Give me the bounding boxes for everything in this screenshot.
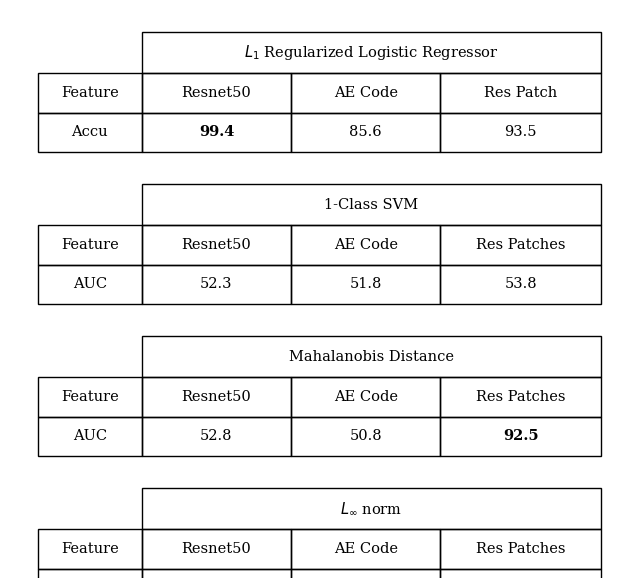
Bar (38, 265, 141, 304)
Text: Feature: Feature (61, 542, 118, 556)
Bar (141, 417, 291, 456)
Bar (38, 73, 141, 113)
Bar (141, 113, 291, 152)
Bar (141, 225, 291, 265)
Text: 85.6: 85.6 (349, 125, 382, 139)
Text: AUC: AUC (73, 429, 107, 443)
Text: 99.4: 99.4 (198, 125, 234, 139)
Bar (441, 377, 601, 417)
Text: 1-Class SVM: 1-Class SVM (324, 198, 418, 212)
Bar (38, 569, 141, 578)
Text: Feature: Feature (61, 238, 118, 252)
Text: $L_1$ Regularized Logistic Regressor: $L_1$ Regularized Logistic Regressor (244, 43, 499, 62)
Bar (141, 336, 601, 377)
Bar (441, 529, 601, 569)
Text: 93.5: 93.5 (505, 125, 537, 139)
Bar (38, 225, 141, 265)
Bar (441, 265, 601, 304)
Text: Res Patches: Res Patches (476, 542, 565, 556)
Bar (38, 377, 141, 417)
Bar (291, 569, 440, 578)
Text: Res Patches: Res Patches (476, 390, 565, 404)
Bar (291, 529, 440, 569)
Bar (441, 417, 601, 456)
Bar (141, 569, 291, 578)
Bar (141, 184, 601, 225)
Text: Resnet50: Resnet50 (182, 542, 251, 556)
Bar (441, 73, 601, 113)
Text: AUC: AUC (73, 277, 107, 291)
Bar (441, 113, 601, 152)
Text: 52.3: 52.3 (200, 277, 233, 291)
Text: 50.8: 50.8 (349, 429, 382, 443)
Bar (441, 569, 601, 578)
Text: Resnet50: Resnet50 (182, 390, 251, 404)
Text: Accu: Accu (71, 125, 108, 139)
Text: AE Code: AE Code (334, 390, 398, 404)
Bar (141, 73, 291, 113)
Bar (38, 417, 141, 456)
Bar (38, 529, 141, 569)
Text: 92.5: 92.5 (503, 429, 538, 443)
Text: 52.8: 52.8 (200, 429, 233, 443)
Bar (291, 225, 440, 265)
Bar (291, 73, 440, 113)
Bar (141, 32, 601, 73)
Text: Mahalanobis Distance: Mahalanobis Distance (289, 350, 454, 364)
Text: 51.8: 51.8 (349, 277, 382, 291)
Text: Feature: Feature (61, 86, 118, 100)
Text: AE Code: AE Code (334, 238, 398, 252)
Text: Resnet50: Resnet50 (182, 238, 251, 252)
Bar (38, 113, 141, 152)
Bar (141, 377, 291, 417)
Bar (291, 377, 440, 417)
Bar (141, 529, 291, 569)
Bar (141, 265, 291, 304)
Bar (441, 225, 601, 265)
Text: AE Code: AE Code (334, 542, 398, 556)
Text: Feature: Feature (61, 390, 118, 404)
Text: Res Patches: Res Patches (476, 238, 565, 252)
Text: Resnet50: Resnet50 (182, 86, 251, 100)
Bar (291, 113, 440, 152)
Text: Res Patch: Res Patch (484, 86, 557, 100)
Bar (141, 488, 601, 529)
Text: $L_\infty$ norm: $L_\infty$ norm (340, 501, 403, 517)
Bar (291, 265, 440, 304)
Text: 53.8: 53.8 (505, 277, 537, 291)
Text: AE Code: AE Code (334, 86, 398, 100)
Bar (291, 417, 440, 456)
